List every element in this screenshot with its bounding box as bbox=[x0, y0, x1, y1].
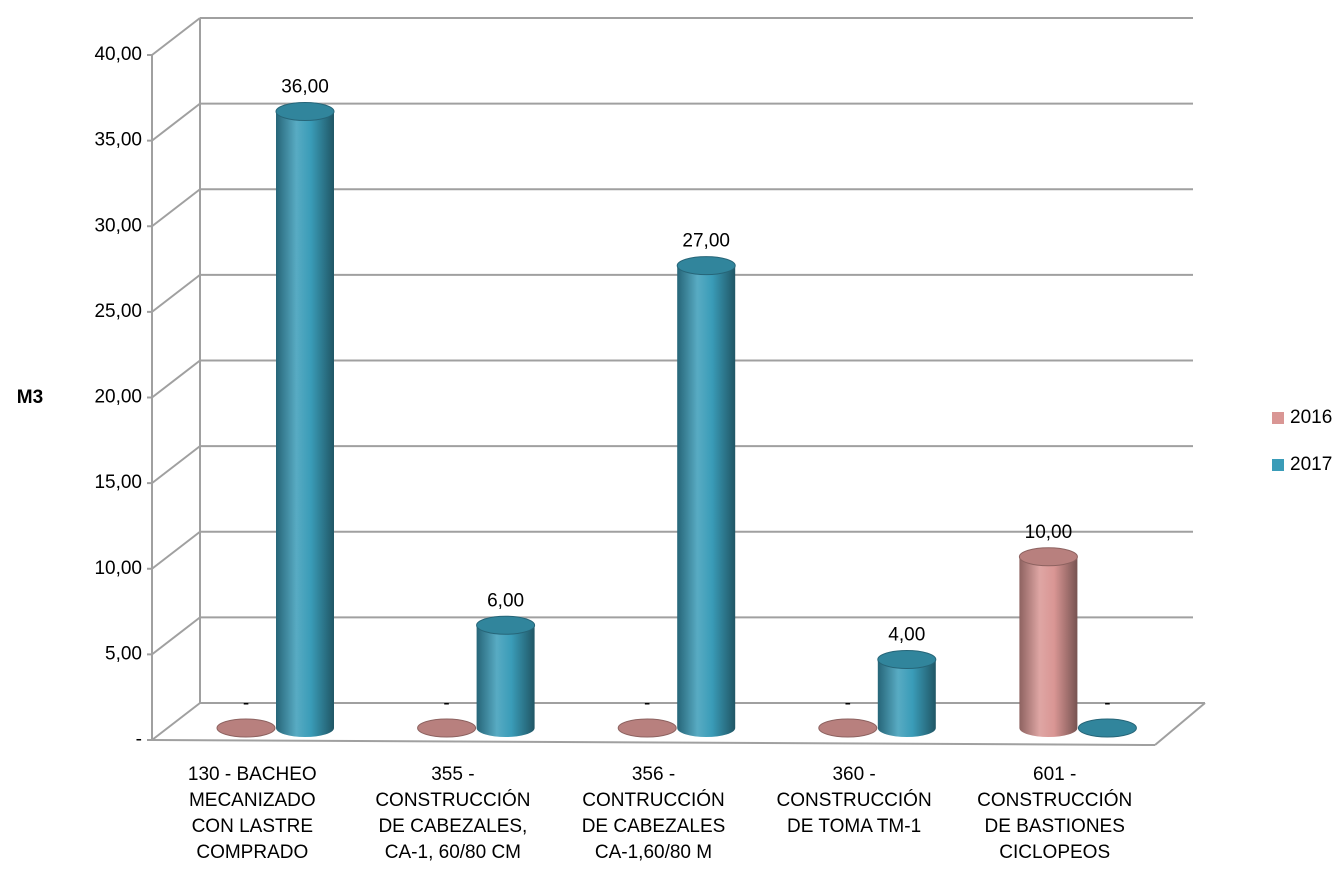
grid-line bbox=[151, 445, 201, 484]
x-tick-label: 601 - bbox=[1033, 764, 1076, 785]
cylinder-top bbox=[818, 718, 878, 738]
grid-line bbox=[151, 274, 201, 313]
x-tick-label: CON LASTRE bbox=[192, 816, 313, 837]
y-tick-label: 25,00 bbox=[94, 301, 142, 322]
x-tick-label: DE TOMA TM-1 bbox=[787, 816, 921, 837]
x-tick-label: COMPRADO bbox=[196, 842, 308, 863]
cylinder-body bbox=[276, 111, 334, 737]
data-label: 36,00 bbox=[281, 77, 329, 98]
data-label: - bbox=[644, 693, 650, 714]
data-label: - bbox=[845, 693, 851, 714]
axis-line bbox=[1154, 702, 1206, 746]
grid-line bbox=[151, 17, 201, 56]
cylinder-top bbox=[275, 102, 335, 121]
cylinder-top bbox=[216, 718, 276, 738]
legend-label: 2017 bbox=[1290, 454, 1332, 475]
cylinder-body bbox=[677, 265, 736, 738]
axis-line bbox=[151, 739, 1156, 746]
cylinder-top bbox=[676, 256, 736, 276]
x-tick-label: DE CABEZALES, bbox=[378, 816, 527, 837]
y-tick-label: 10,00 bbox=[94, 558, 142, 579]
x-tick-label: DE BASTIONES bbox=[984, 816, 1124, 837]
cylinder-body bbox=[476, 625, 535, 738]
data-label: - bbox=[243, 693, 249, 714]
y-tick-label: 35,00 bbox=[94, 130, 142, 151]
grid-line bbox=[151, 616, 201, 656]
data-label: 6,00 bbox=[487, 590, 524, 611]
data-label: 27,00 bbox=[682, 231, 730, 252]
y-tick-label: 15,00 bbox=[94, 472, 142, 493]
cylinder-top bbox=[617, 718, 677, 738]
grid-line bbox=[151, 359, 201, 399]
cylinder-body bbox=[1019, 556, 1078, 738]
x-tick-label: CICLOPEOS bbox=[999, 842, 1110, 863]
y-tick-label: 40,00 bbox=[94, 44, 142, 65]
data-label: 4,00 bbox=[888, 625, 925, 646]
grid-line bbox=[151, 702, 201, 741]
x-tick-label: CONTRUCCIÓN bbox=[582, 789, 725, 811]
legend-label: 2016 bbox=[1290, 407, 1332, 428]
y-axis-label: M3 bbox=[17, 387, 43, 408]
x-tick-label: 360 - bbox=[832, 764, 875, 785]
data-label: - bbox=[443, 693, 449, 714]
cylinder-top bbox=[877, 650, 937, 669]
y-tick-label: 20,00 bbox=[94, 387, 142, 408]
x-tick-label: 355 - bbox=[431, 764, 474, 785]
grid-line bbox=[151, 188, 201, 228]
y-tick-label: 5,00 bbox=[105, 643, 142, 664]
cylinder-top bbox=[476, 615, 536, 635]
x-tick-label: CONSTRUCCIÓN bbox=[777, 789, 932, 811]
grid-line bbox=[151, 530, 201, 570]
cylinder-top bbox=[417, 718, 477, 738]
x-tick-label: CA-1,60/80 M bbox=[595, 842, 712, 863]
y-tick-label: - bbox=[136, 729, 142, 750]
x-tick-label: 356 - bbox=[632, 764, 675, 785]
legend-swatch bbox=[1272, 412, 1284, 424]
x-tick-label: CA-1, 60/80 CM bbox=[385, 842, 521, 863]
cylinder-body bbox=[877, 659, 936, 738]
x-tick-label: MECANIZADO bbox=[189, 790, 316, 811]
grid-line bbox=[151, 102, 201, 142]
cylinder-top bbox=[1077, 718, 1137, 738]
y-tick-label: 30,00 bbox=[94, 215, 142, 236]
x-tick-label: CONSTRUCCIÓN bbox=[375, 789, 530, 811]
x-tick-label: 130 - BACHEO bbox=[188, 764, 317, 785]
data-label: 10,00 bbox=[1025, 522, 1073, 543]
cylinder-top bbox=[1018, 547, 1078, 567]
x-tick-label: CONSTRUCCIÓN bbox=[977, 789, 1132, 811]
x-tick-label: DE CABEZALES bbox=[582, 816, 726, 837]
legend-swatch bbox=[1272, 459, 1284, 471]
data-label: - bbox=[1104, 693, 1110, 714]
